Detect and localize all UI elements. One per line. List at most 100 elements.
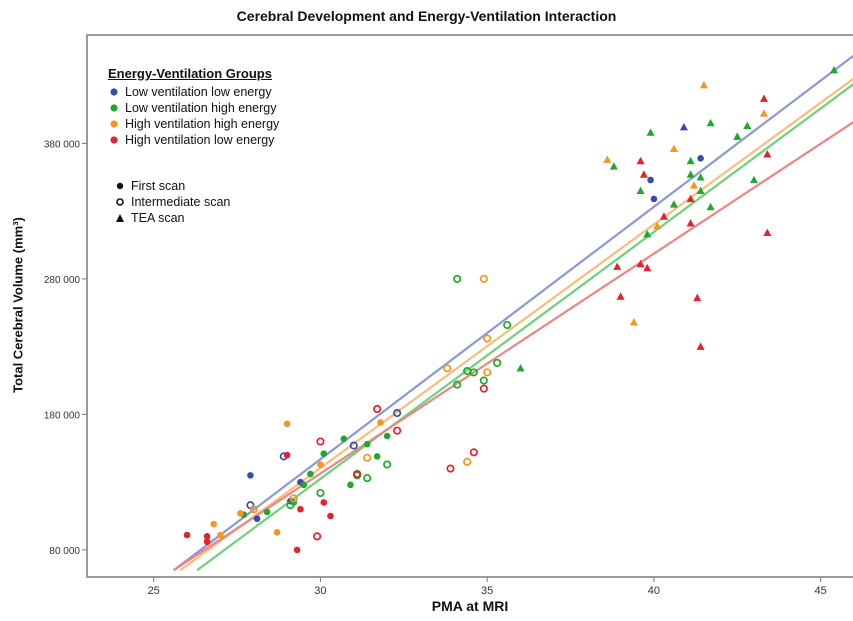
first-scan-point	[297, 505, 304, 513]
first-scan-point	[340, 435, 348, 443]
tea-scan-point	[679, 122, 688, 131]
legend-item-label: Intermediate scan	[131, 195, 231, 209]
legend-item: Low ventilation high energy	[108, 100, 279, 116]
legend-item-label: High ventilation high energy	[125, 117, 280, 131]
tea-scan-point	[763, 228, 772, 237]
y-tick-label: 380 000	[44, 139, 81, 150]
intermediate-scan-point	[443, 364, 452, 373]
intermediate-scan-point	[349, 441, 358, 450]
first-scan-point	[697, 155, 704, 162]
tea-scan-point	[693, 293, 702, 302]
tea-scan-point	[759, 94, 768, 102]
tea-scan-point	[699, 80, 708, 89]
x-tick-label: 25	[148, 585, 160, 597]
legend-dot-icon	[108, 134, 120, 146]
y-tick-label: 80 000	[49, 546, 80, 557]
tea-scan-point	[743, 121, 752, 129]
tea-scan-point	[643, 263, 652, 272]
tea-scan-point	[659, 212, 668, 220]
legend-item-label: Low ventilation high energy	[125, 101, 277, 115]
intermediate-scan-point	[453, 380, 462, 389]
legend-item-label: Low ventilation low energy	[125, 85, 272, 99]
legend-item: Low ventilation low energy	[108, 84, 279, 100]
first-scan-point	[320, 450, 328, 457]
intermediate-scan-point	[479, 376, 488, 385]
legend-item: TEA scan	[114, 210, 230, 226]
intermediate-scan-point	[446, 464, 455, 473]
tea-scan-point	[616, 292, 625, 300]
tea-scan-point	[706, 118, 715, 127]
legend-dot-icon	[108, 102, 120, 114]
filled-circle-icon	[114, 180, 126, 192]
x-tick-label: 40	[648, 585, 660, 597]
first-scan-point	[347, 481, 354, 489]
first-scan-point	[650, 195, 658, 203]
intermediate-scan-point	[483, 368, 492, 377]
x-tick-label: 30	[314, 585, 326, 597]
first-scan-point	[327, 512, 334, 520]
first-scan-point	[203, 538, 211, 546]
fit-line	[173, 121, 853, 572]
first-scan-point	[363, 440, 371, 448]
fit-line	[196, 83, 853, 572]
legend-item-label: TEA scan	[131, 211, 185, 225]
tea-scan-point	[829, 66, 838, 74]
tea-scan-point	[613, 262, 622, 270]
intermediate-scan-point	[249, 505, 258, 514]
y-tick-label: 180 000	[44, 410, 81, 421]
first-scan-point	[283, 451, 291, 459]
intermediate-scan-point	[289, 494, 298, 503]
tea-scan-point	[609, 162, 618, 170]
tea-scan-point	[669, 144, 678, 153]
tea-scan-point	[516, 364, 525, 372]
tea-scan-point	[696, 173, 705, 181]
tea-scan-point	[759, 109, 768, 117]
tea-scan-point	[686, 219, 695, 227]
ring-icon	[114, 196, 126, 208]
tea-scan-point	[689, 181, 698, 189]
tea-scan-point	[696, 342, 705, 350]
legend-dot-icon	[108, 118, 120, 130]
first-scan-point	[317, 461, 324, 468]
intermediate-scan-point	[313, 532, 322, 541]
first-scan-point	[217, 531, 224, 539]
tea-scan-point	[763, 150, 772, 158]
first-scan-point	[210, 520, 218, 528]
tea-scan-point	[646, 128, 655, 136]
tea-scan-point	[653, 221, 662, 230]
tea-scan-point	[706, 202, 715, 211]
intermediate-scan-point	[463, 457, 472, 466]
tea-scan-point	[629, 318, 638, 326]
fit-line	[179, 77, 853, 572]
legend-dot-icon	[108, 86, 120, 98]
tea-scan-point	[733, 132, 742, 140]
plot-frame	[86, 34, 853, 578]
first-scan-point	[307, 470, 314, 478]
tea-scan-point	[643, 229, 652, 238]
fit-line	[173, 54, 853, 572]
intermediate-scan-point	[469, 368, 478, 377]
tea-scan-point	[603, 155, 612, 163]
tea-scan-point	[636, 156, 645, 165]
legend-groups: Energy-Ventilation Groups Low ventilatio…	[108, 66, 279, 148]
tea-scan-point	[639, 170, 648, 178]
y-tick-label: 280 000	[44, 275, 81, 286]
intermediate-scan-point	[483, 334, 492, 343]
tea-scan-point	[636, 186, 645, 195]
intermediate-scan-point	[363, 474, 372, 483]
intermediate-scan-point	[383, 460, 392, 469]
intermediate-scan-point	[316, 437, 325, 446]
first-scan-point	[263, 508, 271, 516]
first-scan-point	[203, 533, 211, 540]
legend-item: First scan	[114, 178, 230, 194]
first-scan-point	[373, 453, 381, 460]
tea-scan-point	[636, 259, 645, 268]
first-scan-point	[283, 420, 291, 428]
first-scan-point	[237, 510, 244, 517]
first-scan-point	[293, 546, 301, 554]
tea-scan-point	[696, 186, 705, 195]
first-scan-point	[253, 515, 261, 523]
first-scan-point	[377, 419, 384, 426]
tea-scan-point	[686, 194, 695, 203]
tea-scan-point	[669, 200, 678, 208]
